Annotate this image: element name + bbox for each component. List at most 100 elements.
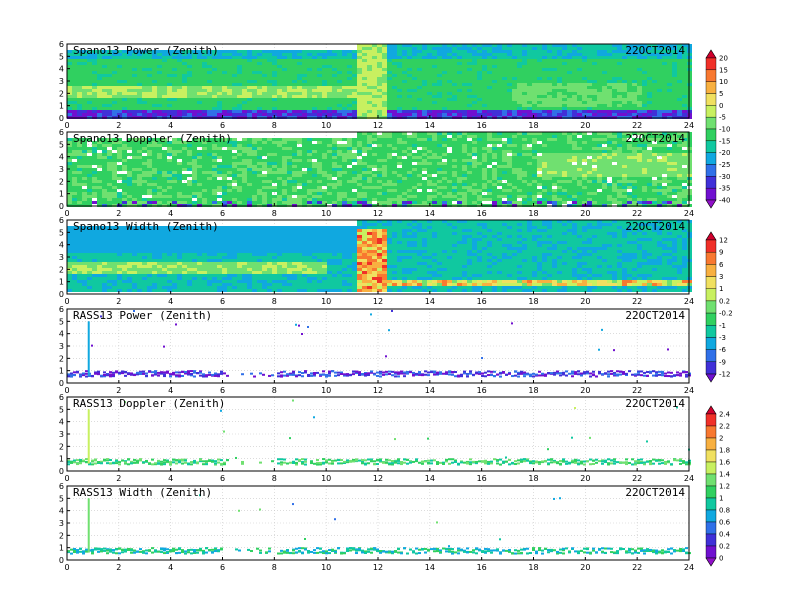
heatmap-cell xyxy=(472,132,477,135)
heatmap-cell xyxy=(242,141,247,144)
heatmap-cell xyxy=(637,47,642,50)
heatmap-cell xyxy=(297,192,302,195)
heatmap-cell xyxy=(667,53,672,56)
heatmap-cell xyxy=(282,68,287,71)
heatmap-cell xyxy=(462,195,467,198)
heatmap-cell xyxy=(152,86,157,89)
heatmap-cell xyxy=(142,183,147,186)
heatmap-cell xyxy=(147,156,152,159)
heatmap-cell xyxy=(467,198,472,201)
heatmap-cell xyxy=(442,68,447,71)
heatmap-cell xyxy=(162,50,167,53)
heatmap-cell xyxy=(412,183,417,186)
heatmap-cell xyxy=(317,177,322,180)
heatmap-cell xyxy=(157,50,162,53)
heatmap-cell xyxy=(562,98,567,101)
heatmap-cell xyxy=(522,71,527,74)
heatmap-cell xyxy=(477,186,482,189)
heatmap-cell xyxy=(367,195,372,198)
heatmap-cell xyxy=(422,165,427,168)
heatmap-cell xyxy=(202,92,207,95)
heatmap-cell xyxy=(187,107,192,110)
heatmap-cell xyxy=(77,56,82,59)
heatmap-cell xyxy=(367,177,372,180)
heatmap-cell xyxy=(342,53,347,56)
heatmap-cell xyxy=(487,135,492,138)
heatmap-cell xyxy=(482,189,487,192)
heatmap-cell xyxy=(512,86,517,89)
heatmap-cell xyxy=(97,162,102,165)
heatmap-cell xyxy=(277,113,282,116)
heatmap-cell xyxy=(317,201,322,204)
heatmap-cell xyxy=(242,189,247,192)
heatmap-cell xyxy=(107,92,112,95)
heatmap-cell xyxy=(462,150,467,153)
heatmap-cell xyxy=(332,159,337,162)
heatmap-cell xyxy=(622,101,627,104)
heatmap-cell xyxy=(167,95,172,98)
heatmap-cell xyxy=(447,153,452,156)
heatmap-cell xyxy=(327,174,332,177)
heatmap-cell xyxy=(292,201,297,204)
heatmap-cell xyxy=(102,150,107,153)
heatmap-cell xyxy=(442,174,447,177)
heatmap-cell xyxy=(597,77,602,80)
heatmap-cell xyxy=(477,150,482,153)
heatmap-cell xyxy=(557,59,562,62)
heatmap-cell xyxy=(467,150,472,153)
heatmap-cell xyxy=(372,198,377,201)
heatmap-cell xyxy=(217,68,222,71)
heatmap-cell xyxy=(287,53,292,56)
heatmap-cell xyxy=(102,56,107,59)
heatmap-cell xyxy=(197,83,202,86)
heatmap-cell xyxy=(482,132,487,135)
heatmap-cell xyxy=(92,189,97,192)
heatmap-cell xyxy=(662,101,667,104)
heatmap-cell xyxy=(232,144,237,147)
heatmap-cell xyxy=(467,177,472,180)
heatmap-cell xyxy=(312,162,317,165)
heatmap-cell xyxy=(207,159,212,162)
heatmap-cell xyxy=(587,44,592,47)
heatmap-cell xyxy=(502,62,507,65)
heatmap-cell xyxy=(292,62,297,65)
heatmap-cell xyxy=(617,62,622,65)
heatmap-cell xyxy=(652,89,657,92)
heatmap-cell xyxy=(297,107,302,110)
heatmap-cell xyxy=(182,50,187,53)
heatmap-cell xyxy=(457,195,462,198)
heatmap-cell xyxy=(167,165,172,168)
heatmap-cell xyxy=(452,110,457,113)
heatmap-cell xyxy=(617,107,622,110)
heatmap-cell xyxy=(267,144,272,147)
heatmap-cell xyxy=(622,98,627,101)
heatmap-cell xyxy=(137,80,142,83)
heatmap-cell xyxy=(222,68,227,71)
heatmap-cell xyxy=(437,65,442,68)
heatmap-cell xyxy=(332,195,337,198)
heatmap-cell xyxy=(317,192,322,195)
heatmap-cell xyxy=(67,195,72,198)
heatmap-cell xyxy=(452,107,457,110)
heatmap-cell xyxy=(232,95,237,98)
heatmap-cell xyxy=(672,104,677,107)
heatmap-cell xyxy=(512,53,517,56)
heatmap-cell xyxy=(657,56,662,59)
heatmap-cell xyxy=(642,86,647,89)
heatmap-cell xyxy=(337,147,342,150)
heatmap-cell xyxy=(497,95,502,98)
heatmap-cell xyxy=(352,83,357,86)
heatmap-cell xyxy=(237,189,242,192)
heatmap-cell xyxy=(442,150,447,153)
heatmap-cell xyxy=(337,198,342,201)
heatmap-cell xyxy=(657,110,662,113)
heatmap-cell xyxy=(257,50,262,53)
heatmap-cell xyxy=(472,171,477,174)
heatmap-cell xyxy=(667,50,672,53)
heatmap-cell xyxy=(397,198,402,201)
heatmap-cell xyxy=(197,180,202,183)
heatmap-cell xyxy=(607,92,612,95)
heatmap-cell xyxy=(467,56,472,59)
heatmap-cell xyxy=(107,165,112,168)
heatmap-cell xyxy=(577,59,582,62)
